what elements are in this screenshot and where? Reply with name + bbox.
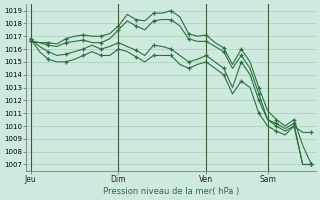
X-axis label: Pression niveau de la mer( hPa ): Pression niveau de la mer( hPa )	[103, 187, 239, 196]
